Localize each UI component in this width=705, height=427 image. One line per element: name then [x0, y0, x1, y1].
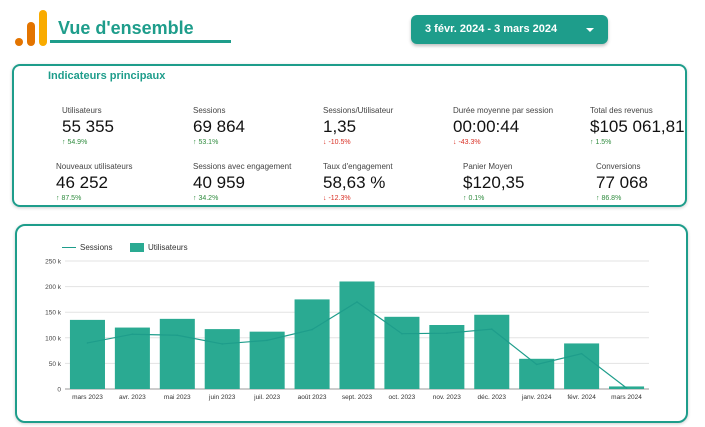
bar-users — [69, 319, 105, 389]
kpi-label: Total des revenus — [590, 106, 653, 115]
date-range-picker[interactable]: 3 févr. 2024 - 3 mars 2024 — [411, 15, 608, 44]
kpi-value: 46 252 — [56, 173, 108, 192]
kpi-delta: ↑ 86.8% — [596, 195, 622, 202]
bar-users — [159, 318, 195, 389]
legend-line-swatch — [62, 247, 76, 248]
kpi-label: Taux d'engagement — [323, 162, 393, 171]
kpi-sessions-per-user: Sessions/Utilisateur 1,35 ↓ -10.5% — [323, 106, 393, 146]
kpi-conversions: Conversions 77 068 ↑ 86.8% — [596, 162, 648, 202]
kpi-delta: ↓ -43.3% — [453, 139, 481, 146]
x-tick-label: mai 2023 — [164, 394, 191, 401]
bar-users — [384, 316, 420, 389]
kpi-label: Panier Moyen — [463, 162, 513, 171]
point-sessions — [446, 332, 448, 334]
x-tick-label: sept. 2023 — [342, 394, 373, 401]
kpi-value: 77 068 — [596, 173, 648, 192]
combo-chart: 0 50 k 100 k 150 k 200 k 250 k mars 2023 avr. 2… — [45, 259, 649, 401]
title-underline — [50, 40, 231, 43]
y-tick-label: 0 — [57, 387, 61, 394]
date-range-label: 3 févr. 2024 - 3 mars 2024 — [425, 23, 558, 35]
kpi-label: Sessions avec engagement — [193, 162, 292, 171]
chart-panel: Sessions Utilisateurs 0 50 k 100 k 150 k 200… — [15, 224, 688, 423]
kpi-label: Durée moyenne par session — [453, 106, 554, 115]
point-sessions — [176, 334, 179, 337]
point-sessions — [311, 328, 313, 331]
kpi-delta: ↓ -10.5% — [323, 139, 351, 146]
point-sessions — [580, 352, 583, 355]
legend-label: Sessions — [80, 243, 113, 252]
kpi-value: 58,63 % — [323, 173, 386, 192]
x-tick-label: mars 2024 — [611, 394, 642, 401]
kpi-label: Nouveaux utilisateurs — [56, 162, 133, 171]
x-tick-label: juil. 2023 — [253, 394, 280, 401]
point-sessions — [221, 343, 224, 345]
point-sessions — [131, 333, 134, 336]
chevron-down-icon — [586, 28, 594, 32]
x-tick-label: avr. 2023 — [119, 394, 146, 401]
x-tick-label: oct. 2023 — [389, 394, 416, 401]
kpi-total-revenue: Total des revenus $105 061,81 ↑ 1.5% — [590, 106, 685, 146]
bar-users — [204, 329, 240, 389]
bar-users — [564, 343, 600, 389]
kpi-sessions: Sessions 69 864 ↑ 53.1% — [193, 106, 245, 146]
kpi-value: 55 355 — [62, 117, 114, 136]
point-sessions — [535, 363, 538, 366]
point-sessions — [401, 332, 403, 335]
header: Vue d'ensemble 3 févr. 2024 - 3 mars 202… — [0, 0, 705, 58]
kpi-value: $105 061,81 — [590, 117, 685, 136]
kpi-delta: ↓ -12.3% — [323, 195, 351, 202]
point-sessions — [490, 328, 493, 330]
x-tick-label: déc. 2023 — [477, 394, 506, 401]
x-tick-label: janv. 2024 — [521, 394, 552, 401]
point-sessions — [356, 301, 358, 303]
x-tick-label: juin 2023 — [208, 394, 236, 401]
bar-users — [474, 314, 510, 389]
point-sessions — [625, 387, 628, 389]
x-tick-label: août 2023 — [298, 394, 327, 401]
legend-box-swatch — [130, 243, 144, 252]
kpi-delta: ↑ 1.5% — [590, 139, 612, 146]
kpi-delta: ↑ 54.9% — [62, 139, 88, 146]
kpi-value: 1,35 — [323, 117, 357, 136]
bar-users — [339, 281, 375, 389]
kpi-engaged-sessions: Sessions avec engagement 40 959 ↑ 34.2% — [193, 162, 291, 202]
y-tick-label: 50 k — [49, 361, 62, 368]
y-tick-label: 200 k — [45, 284, 62, 291]
bar-users — [294, 299, 330, 389]
kpi-avg-session-duration: Durée moyenne par session 00:00:44 ↓ -43… — [453, 106, 553, 146]
x-tick-label: mars 2023 — [72, 394, 103, 401]
y-tick-label: 250 k — [45, 259, 62, 266]
legend-label: Utilisateurs — [148, 243, 188, 252]
kpi-delta: ↑ 87.5% — [56, 195, 82, 202]
analytics-logo-icon — [15, 10, 47, 46]
kpi-delta: ↑ 34.2% — [193, 195, 219, 202]
y-tick-label: 100 k — [45, 335, 62, 342]
kpi-value: 40 959 — [193, 173, 245, 192]
point-sessions — [266, 339, 268, 342]
point-sessions — [86, 342, 89, 344]
bar-users — [114, 327, 150, 389]
bar-users — [429, 325, 465, 389]
kpi-label: Sessions — [193, 106, 226, 115]
kpi-delta: ↑ 53.1% — [193, 139, 219, 146]
kpi-value: 69 864 — [193, 117, 245, 136]
kpi-value: 00:00:44 — [453, 117, 520, 136]
x-tick-label: nov. 2023 — [433, 394, 461, 401]
kpi-average-basket: Panier Moyen $120,35 ↑ 0.1% — [463, 162, 524, 202]
kpi-value: $120,35 — [463, 173, 525, 192]
kpi-label: Conversions — [596, 162, 641, 171]
kpi-panel-title: Indicateurs principaux — [48, 70, 166, 82]
page-title: Vue d'ensemble — [58, 18, 194, 38]
kpi-label: Sessions/Utilisateur — [323, 106, 394, 115]
kpi-panel: Indicateurs principaux Utilisateurs 55 3… — [12, 64, 687, 207]
kpi-new-users: Nouveaux utilisateurs 46 252 ↑ 87.5% — [56, 162, 132, 202]
kpi-engagement-rate: Taux d'engagement 58,63 % ↓ -12.3% — [323, 162, 393, 202]
bar-users — [519, 358, 555, 389]
x-tick-label: févr. 2024 — [567, 394, 596, 401]
kpi-delta: ↑ 0.1% — [463, 195, 485, 202]
kpi-label: Utilisateurs — [62, 106, 102, 115]
kpi-users: Utilisateurs 55 355 ↑ 54.9% — [62, 106, 114, 146]
y-tick-label: 150 k — [45, 310, 62, 317]
